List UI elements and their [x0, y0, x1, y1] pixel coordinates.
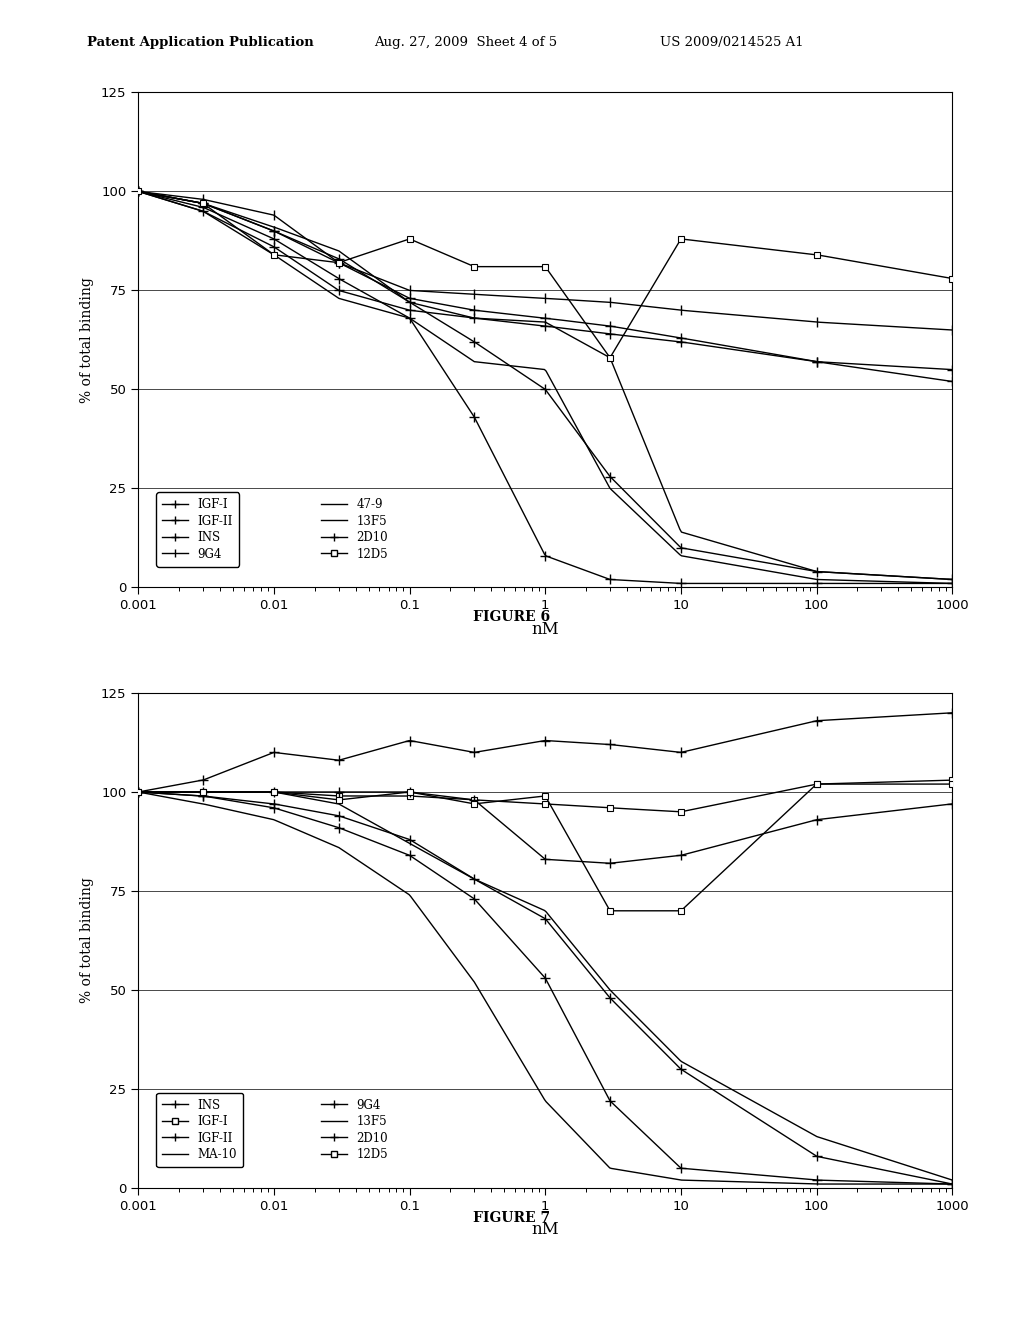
Legend: 9G4, 13F5, 2D10, 12D5: 9G4, 13F5, 2D10, 12D5 [315, 1093, 394, 1167]
Text: Patent Application Publication: Patent Application Publication [87, 36, 313, 49]
Text: Aug. 27, 2009  Sheet 4 of 5: Aug. 27, 2009 Sheet 4 of 5 [374, 36, 557, 49]
Text: US 2009/0214525 A1: US 2009/0214525 A1 [660, 36, 804, 49]
X-axis label: nM: nM [531, 1221, 559, 1238]
Legend: 47-9, 13F5, 2D10, 12D5: 47-9, 13F5, 2D10, 12D5 [315, 492, 394, 566]
Y-axis label: % of total binding: % of total binding [80, 878, 94, 1003]
Text: FIGURE 7: FIGURE 7 [473, 1210, 551, 1225]
Text: FIGURE 6: FIGURE 6 [473, 610, 551, 624]
X-axis label: nM: nM [531, 620, 559, 638]
Y-axis label: % of total binding: % of total binding [80, 277, 94, 403]
